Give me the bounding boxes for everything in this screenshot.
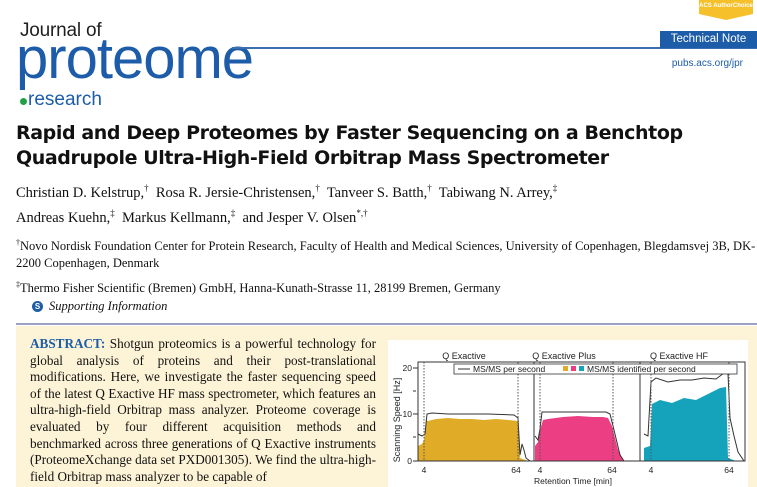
panel-title: Q Exactive (442, 351, 486, 361)
author-list: Christian D. Kelstrup,† Rosa R. Jersie-C… (16, 178, 756, 228)
panel-q-exactive-plus (534, 362, 628, 462)
article-title: Rapid and Deep Proteomes by Faster Seque… (16, 121, 756, 171)
x-axis-label: Retention Time [min] (534, 476, 612, 486)
svg-text:10: 10 (403, 409, 413, 419)
svg-text:4: 4 (649, 465, 654, 475)
panel-title: Q Exactive Plus (532, 351, 596, 361)
title-line-1: Rapid and Deep Proteomes by Faster Seque… (16, 122, 683, 144)
journal-url-link[interactable]: pubs.acs.org/jpr (671, 58, 743, 69)
svg-text:4: 4 (538, 465, 543, 475)
chart-legend (453, 363, 738, 375)
abstract-label: ABSTRACT: (30, 336, 106, 351)
section-divider (16, 323, 757, 325)
svg-text:4: 4 (422, 465, 427, 475)
author[interactable]: Christian D. Kelstrup,† (16, 183, 149, 201)
panel-title: Q Exactive HF (650, 351, 709, 361)
affiliation: ‡Thermo Fisher Scientific (Bremen) GmbH,… (16, 280, 501, 295)
author[interactable]: Rosa R. Jersie-Christensen,† (155, 183, 320, 201)
toc-graphic[interactable]: Q Exactive Q Exactive Plus Q Exactive HF… (388, 340, 748, 487)
supporting-information-link[interactable]: S Supporting Information (32, 299, 167, 314)
author[interactable]: Markus Kellmann,‡ (121, 208, 236, 226)
svg-text:64: 64 (511, 465, 521, 475)
acs-authorchoice-badge[interactable]: ACS AuthorChoice (699, 0, 753, 20)
article-type-label: Technical Note (660, 31, 757, 48)
logo-proteome: proteome (16, 26, 254, 91)
journal-logo[interactable]: Journal of proteome research (16, 20, 256, 110)
logo-dot-icon (20, 98, 27, 105)
svg-text:64: 64 (724, 465, 734, 475)
author[interactable]: Tanveer S. Batth,† (326, 183, 432, 201)
logo-journal-of: Journal of (20, 20, 102, 41)
abstract-text: ABSTRACT: Shotgun proteomics is a powerf… (30, 336, 376, 484)
affiliations: †Novo Nordisk Foundation Center for Prot… (16, 234, 756, 301)
svg-text:64: 64 (607, 465, 617, 475)
supporting-info-icon: S (32, 301, 43, 312)
panel-q-exactive (417, 362, 534, 462)
legend-area-label: MS/MS identified per second (587, 364, 696, 374)
author[interactable]: and Jesper V. Olsen*,† (242, 208, 368, 226)
svg-text:20: 20 (403, 363, 413, 373)
y-axis-label: Scanning Speed [Hz] (392, 378, 402, 463)
panel-q-exactive-hf (643, 362, 745, 462)
author[interactable]: Tabiwang N. Arrey,‡ (438, 183, 558, 201)
header-rule (232, 47, 757, 49)
author[interactable]: Andreas Kuehn,‡ (16, 208, 115, 226)
svg-text:0: 0 (407, 456, 412, 466)
abstract-section: ABSTRACT: Shotgun proteomics is a powerf… (16, 326, 757, 487)
affiliation: †Novo Nordisk Foundation Center for Prot… (16, 238, 756, 270)
legend-line-label: MS/MS per second (473, 364, 546, 374)
title-line-2: Quadrupole Ultra-High-Field Orbitrap Mas… (16, 147, 609, 169)
logo-research: research (20, 90, 102, 110)
